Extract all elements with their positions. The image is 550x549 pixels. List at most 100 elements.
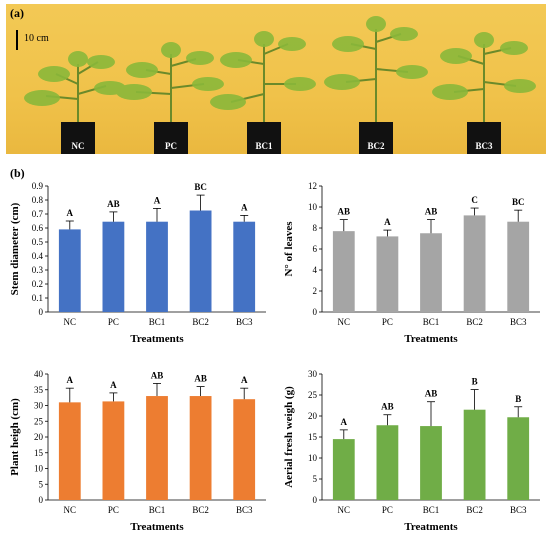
x-tick-label: PC bbox=[108, 317, 119, 327]
y-axis-title: Plant heigh (cm) bbox=[9, 398, 21, 476]
x-tick-label: BC1 bbox=[423, 317, 440, 327]
y-axis-title: Stem diameter (cm) bbox=[9, 202, 21, 295]
significance-letter: A bbox=[384, 217, 391, 227]
panel-b-label: (b) bbox=[10, 166, 25, 180]
x-axis-title: Treatments bbox=[404, 333, 458, 345]
x-tick-label: BC2 bbox=[466, 317, 483, 327]
chart-svg: 0 5 10 15 20 25 30 35 40 A NC A PC AB BC1 AB BC2 A BC3 Trea… bbox=[9, 369, 266, 533]
pot-bc2 bbox=[359, 122, 393, 154]
bar bbox=[233, 399, 256, 500]
pot-label-bc3: BC3 bbox=[475, 141, 493, 151]
y-tick-label: 35 bbox=[34, 385, 44, 395]
significance-letter: A bbox=[341, 417, 348, 427]
plant-photo: (a) 10 cm NC PC bbox=[6, 4, 546, 154]
significance-letter: BC bbox=[194, 182, 207, 192]
x-tick-label: BC3 bbox=[510, 505, 527, 515]
pot-label-pc: PC bbox=[165, 141, 177, 151]
bar bbox=[332, 439, 355, 500]
significance-letter: AB bbox=[425, 207, 438, 217]
x-tick-label: BC1 bbox=[423, 505, 440, 515]
bar bbox=[420, 233, 442, 312]
fresh-weight-chart: 0 5 10 15 20 25 30 A NC AB PC AB BC1 B BC2 B BC3 Treatmen… bbox=[278, 364, 548, 544]
bar bbox=[189, 396, 212, 500]
leaves-count-chart: 0 2 4 6 8 10 12 AB NC A PC AB BC1 C BC2 BC BC3 Treatments… bbox=[278, 176, 548, 356]
significance-letter: B bbox=[515, 394, 521, 404]
y-tick-label: 6 bbox=[313, 244, 318, 254]
y-tick-label: 5 bbox=[313, 474, 318, 484]
y-tick-label: 15 bbox=[34, 448, 44, 458]
plant-height-chart: 0 5 10 15 20 25 30 35 40 A NC A PC AB BC1 AB BC2 A BC3 Trea… bbox=[4, 364, 274, 544]
x-tick-label: NC bbox=[64, 317, 77, 327]
plant-foliage bbox=[24, 16, 536, 124]
y-tick-label: 0.9 bbox=[32, 181, 44, 191]
bar bbox=[102, 221, 125, 312]
significance-letter: AB bbox=[151, 370, 164, 380]
scale-bar bbox=[16, 30, 18, 50]
pot-bc3 bbox=[467, 122, 501, 154]
pot-bc1 bbox=[247, 122, 281, 154]
y-tick-label: 10 bbox=[34, 464, 44, 474]
pot-label-bc1: BC1 bbox=[255, 141, 273, 151]
y-tick-label: 0.7 bbox=[32, 209, 44, 219]
x-axis-title: Treatments bbox=[130, 333, 184, 345]
x-tick-label: PC bbox=[382, 505, 393, 515]
pot-label-bc2: BC2 bbox=[367, 141, 385, 151]
pot-nc bbox=[61, 122, 95, 154]
significance-letter: B bbox=[472, 377, 478, 387]
y-tick-label: 0.8 bbox=[32, 195, 44, 205]
bar bbox=[463, 409, 486, 500]
scale-bar-label: 10 cm bbox=[24, 33, 49, 44]
bar bbox=[189, 210, 212, 312]
significance-letter: A bbox=[154, 195, 161, 205]
bar bbox=[507, 417, 530, 500]
x-tick-label: NC bbox=[338, 505, 351, 515]
x-tick-label: BC1 bbox=[149, 505, 166, 515]
bar bbox=[58, 229, 81, 312]
significance-letter: BC bbox=[512, 197, 525, 207]
chart-svg: 0 0.1 0.2 0.3 0.4 0.5 0.6 0.7 0.8 0.9 A NC AB PC A BC1 B… bbox=[9, 181, 266, 345]
y-tick-label: 20 bbox=[308, 411, 318, 421]
bar bbox=[376, 425, 399, 500]
bar bbox=[376, 236, 399, 312]
bar bbox=[146, 396, 168, 500]
y-tick-label: 0.4 bbox=[32, 251, 44, 261]
y-tick-label: 12 bbox=[308, 181, 317, 191]
x-tick-label: BC3 bbox=[236, 317, 253, 327]
pot-label-nc: NC bbox=[71, 141, 85, 151]
y-axis-title: N° of leaves bbox=[283, 221, 295, 277]
significance-letter: AB bbox=[194, 374, 207, 384]
significance-letter: AB bbox=[107, 199, 120, 209]
significance-letter: A bbox=[241, 375, 248, 385]
x-axis-title: Treatments bbox=[130, 521, 184, 533]
x-tick-label: BC1 bbox=[149, 317, 166, 327]
y-tick-label: 0 bbox=[39, 307, 44, 317]
pot-pc bbox=[154, 122, 188, 154]
y-tick-label: 15 bbox=[308, 432, 318, 442]
significance-letter: AB bbox=[425, 389, 438, 399]
y-tick-label: 0.3 bbox=[32, 265, 44, 275]
significance-letter: A bbox=[241, 202, 248, 212]
y-tick-label: 10 bbox=[308, 202, 318, 212]
bar bbox=[146, 221, 168, 312]
y-tick-label: 2 bbox=[313, 286, 318, 296]
y-tick-label: 0.6 bbox=[32, 223, 44, 233]
x-tick-label: NC bbox=[64, 505, 77, 515]
bar bbox=[420, 426, 442, 500]
significance-letter: C bbox=[471, 195, 478, 205]
y-tick-label: 30 bbox=[308, 369, 318, 379]
x-tick-label: BC2 bbox=[192, 317, 209, 327]
x-tick-label: BC3 bbox=[236, 505, 253, 515]
x-tick-label: PC bbox=[382, 317, 393, 327]
y-tick-label: 0 bbox=[39, 495, 44, 505]
y-tick-label: 0.2 bbox=[32, 279, 43, 289]
x-tick-label: BC2 bbox=[192, 505, 209, 515]
significance-letter: A bbox=[110, 380, 117, 390]
panel-a-label: (a) bbox=[10, 6, 24, 20]
significance-letter: AB bbox=[338, 207, 351, 217]
y-tick-label: 20 bbox=[34, 432, 44, 442]
x-tick-label: PC bbox=[108, 505, 119, 515]
x-axis-title: Treatments bbox=[404, 521, 458, 533]
y-tick-label: 8 bbox=[313, 223, 318, 233]
y-tick-label: 25 bbox=[308, 390, 318, 400]
y-tick-label: 4 bbox=[313, 265, 318, 275]
